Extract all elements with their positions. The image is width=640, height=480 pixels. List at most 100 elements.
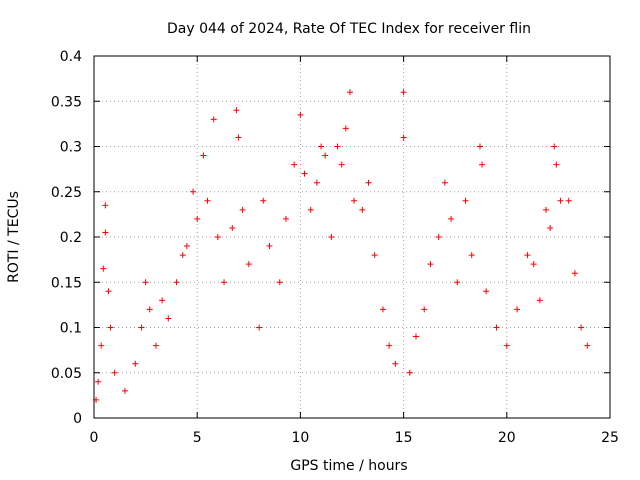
data-point [536, 297, 543, 304]
data-point [571, 270, 578, 277]
data-point [318, 143, 325, 150]
data-point [256, 324, 263, 331]
data-point [245, 261, 252, 268]
data-point [291, 161, 298, 168]
y-tick-label: 0.25 [51, 185, 82, 201]
data-point [342, 125, 349, 132]
data-point [406, 369, 413, 376]
data-point [338, 161, 345, 168]
data-point [233, 107, 240, 114]
x-axis-ticks: 0 5 10 15 20 25 [90, 56, 619, 446]
data-point [235, 134, 242, 141]
data-point [183, 243, 190, 250]
y-axis-label: ROTI / TECUs [6, 191, 22, 283]
data-point [468, 252, 475, 259]
data-point [142, 279, 149, 286]
data-point [214, 234, 221, 240]
data-point [107, 324, 114, 331]
data-point [204, 197, 211, 204]
data-point [454, 279, 461, 286]
data-point [400, 89, 407, 96]
x-tick-label: 25 [601, 430, 619, 446]
data-point [229, 224, 236, 231]
data-point [159, 297, 166, 304]
data-point [98, 342, 105, 349]
data-point [152, 342, 159, 349]
data-point [102, 229, 109, 236]
y-tick-label: 0.35 [51, 94, 82, 110]
data-point [553, 161, 560, 168]
y-tick-label: 0.1 [60, 321, 82, 337]
data-point [328, 234, 335, 240]
data-point [194, 215, 201, 222]
y-tick-label: 0.4 [60, 49, 82, 65]
data-point [547, 224, 554, 231]
x-axis-label: GPS time / hours [290, 458, 407, 474]
data-point [334, 143, 341, 150]
x-tick-label: 10 [291, 430, 309, 446]
data-point [276, 279, 283, 286]
data-point [543, 206, 550, 213]
data-point [365, 179, 372, 186]
data-point [448, 215, 455, 222]
data-point [392, 360, 399, 367]
data-point [322, 152, 329, 159]
data-point [435, 234, 442, 240]
data-point [483, 288, 490, 295]
data-point [379, 306, 386, 313]
data-point [102, 202, 109, 209]
y-tick-label: 0.3 [60, 140, 82, 156]
data-point [221, 279, 228, 286]
data-point [412, 333, 419, 340]
data-point [462, 197, 469, 204]
x-tick-label: 15 [395, 430, 413, 446]
data-point [524, 252, 531, 259]
data-point [565, 197, 572, 204]
y-tick-label: 0 [73, 411, 82, 427]
data-point [165, 315, 172, 322]
y-tick-label: 0.05 [51, 366, 82, 382]
chart-title: Day 044 of 2024, Rate Of TEC Index for r… [167, 21, 531, 37]
x-tick-label: 20 [498, 430, 516, 446]
data-point [351, 197, 358, 204]
data-point [476, 143, 483, 150]
grid [94, 56, 610, 418]
data-point [301, 170, 308, 177]
y-axis-ticks: 0 0.05 0.1 0.15 0.2 0.25 0.3 0.35 0.4 [51, 49, 610, 427]
data-point [421, 306, 428, 313]
data-point [138, 324, 145, 331]
data-point [371, 252, 378, 259]
data-point [266, 243, 273, 250]
data-point [346, 89, 353, 96]
data-point [427, 261, 434, 268]
data-point [359, 206, 366, 213]
data-points [93, 89, 591, 403]
data-point [400, 134, 407, 141]
y-tick-label: 0.2 [60, 230, 82, 246]
data-point [179, 252, 186, 259]
data-point [210, 116, 217, 123]
data-point [551, 143, 558, 150]
data-point [121, 387, 128, 394]
data-point [441, 179, 448, 186]
data-point [190, 188, 197, 195]
data-point [313, 179, 320, 186]
data-point [514, 306, 521, 313]
data-point [111, 369, 118, 376]
plot-frame [93, 55, 611, 419]
data-point [146, 306, 153, 313]
data-point [173, 279, 180, 286]
data-point [297, 111, 304, 118]
data-point [239, 206, 246, 213]
data-point [386, 342, 393, 349]
data-point [132, 360, 139, 367]
data-point [200, 152, 207, 159]
data-point [503, 342, 510, 349]
data-point [584, 342, 591, 349]
data-point [307, 206, 314, 213]
data-point [493, 324, 500, 331]
data-point [282, 215, 289, 222]
data-point [530, 261, 537, 268]
x-tick-label: 0 [90, 430, 99, 446]
